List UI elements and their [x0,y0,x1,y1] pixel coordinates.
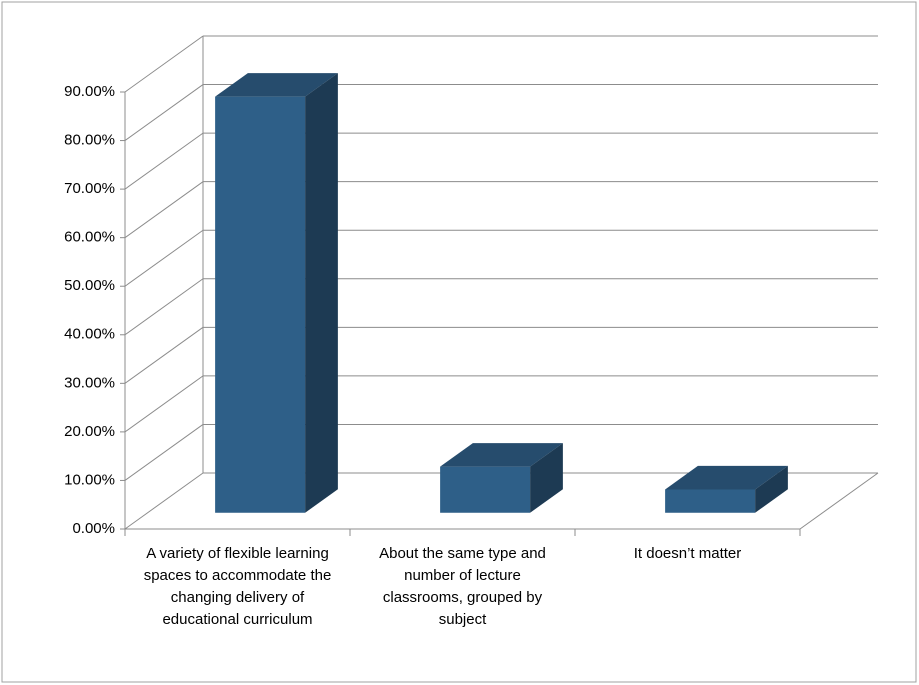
y-tick-label: 70.00% [64,180,115,197]
grid-line [124,326,204,384]
grid-line [124,375,204,433]
bar-front [665,489,756,513]
bar-side [305,73,338,513]
y-tick-label: 20.00% [64,423,115,440]
grid-line [124,35,204,93]
bar-side [755,465,788,513]
bar-top [665,465,788,490]
x-tick-label: It doesn’t matter [633,545,742,562]
grid-line [124,278,204,336]
grid-line [124,181,204,239]
bar-front [440,466,531,513]
y-tick-label: 0.00% [72,520,115,537]
grid-line [124,472,204,530]
bar-top [215,73,338,97]
grid-line [124,84,204,141]
bar-front [215,96,306,513]
floor-edge [799,472,879,530]
x-tick-label: A variety of flexible learning spaces to… [143,545,332,628]
y-tick-label: 60.00% [64,229,115,246]
y-tick-label: 80.00% [64,132,115,149]
bar-top [440,443,563,467]
y-tick-label: 50.00% [64,277,115,294]
x-tick-label: About the same type and number of lectur… [379,545,546,628]
grid-line [124,424,204,481]
y-tick-label: 10.00% [64,471,115,488]
grid-line [124,132,204,190]
y-tick-label: 40.00% [64,326,115,343]
y-tick-label: 90.00% [64,83,115,100]
bar-side [530,443,563,513]
y-tick-label: 30.00% [64,374,115,391]
grid-line [124,229,204,287]
